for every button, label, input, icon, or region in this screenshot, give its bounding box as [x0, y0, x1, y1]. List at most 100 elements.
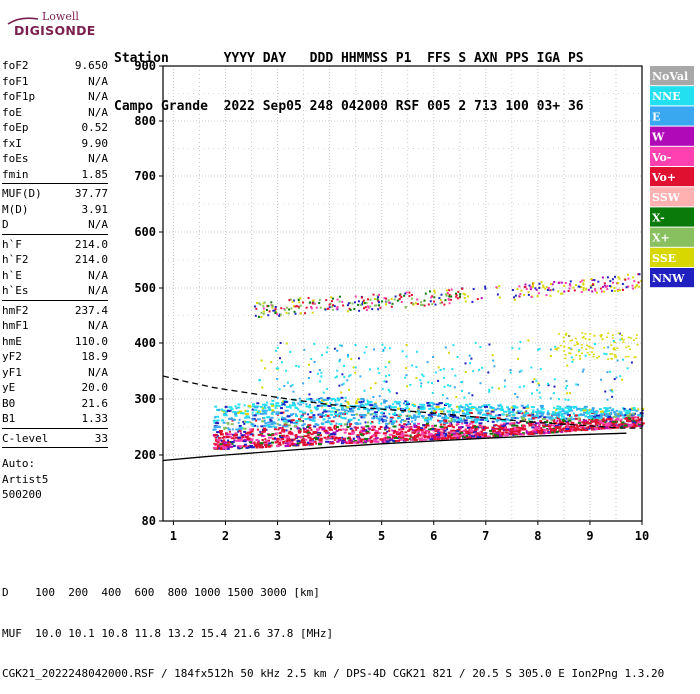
echo-point	[381, 418, 384, 421]
echo-point	[466, 434, 469, 437]
echo-point	[316, 433, 320, 436]
echo-point	[216, 441, 220, 444]
echo-point	[254, 406, 258, 409]
echo-point	[545, 425, 550, 428]
echo-point	[329, 442, 334, 445]
echo-point	[581, 332, 584, 334]
echo-point	[257, 410, 260, 413]
echo-point	[510, 422, 515, 425]
echo-point	[315, 398, 320, 401]
echo-point	[320, 401, 324, 404]
echo-point	[354, 405, 358, 408]
echo-point	[274, 441, 278, 444]
echo-point	[512, 410, 515, 413]
param-row: h`E N/A	[2, 268, 108, 284]
echo-point	[589, 286, 592, 289]
echo-point	[383, 409, 387, 411]
echo-point	[362, 414, 367, 416]
echo-point	[412, 429, 417, 432]
echo-point	[635, 337, 638, 340]
echo-point	[445, 402, 449, 405]
echo-point	[447, 420, 452, 423]
echo-point	[506, 406, 509, 409]
echo-point	[413, 422, 417, 425]
param-row: h`Es N/A	[2, 283, 108, 299]
echo-point	[473, 429, 477, 432]
echo-point	[384, 422, 389, 425]
echo-point	[603, 290, 606, 293]
echo-point	[338, 423, 343, 426]
echo-point	[404, 376, 407, 379]
echo-point	[272, 309, 275, 312]
echo-point	[451, 420, 455, 423]
echo-point	[500, 433, 505, 436]
echo-point	[470, 426, 475, 429]
echo-point	[230, 423, 234, 426]
echo-point	[381, 343, 384, 346]
echo-point	[392, 425, 397, 428]
echo-point	[242, 440, 247, 443]
echo-point	[452, 437, 455, 440]
echo-point	[427, 432, 432, 435]
legend-swatch	[650, 247, 694, 267]
echo-point	[235, 436, 238, 439]
echo-point	[223, 441, 227, 444]
echo-point	[464, 430, 467, 433]
echo-point	[295, 419, 300, 422]
echo-point	[235, 439, 240, 442]
echo-point	[278, 388, 281, 391]
echo-point	[517, 429, 521, 432]
echo-point	[331, 308, 334, 311]
echo-point	[559, 418, 564, 421]
echo-point	[641, 409, 644, 412]
echo-point	[593, 428, 596, 431]
echo-point	[255, 445, 258, 448]
echo-point	[591, 409, 595, 411]
echo-point	[405, 355, 408, 358]
echo-point	[259, 303, 262, 306]
echo-point	[610, 411, 613, 414]
echo-point	[556, 417, 560, 420]
echo-point	[584, 354, 587, 357]
echo-point	[529, 422, 533, 425]
echo-point	[313, 302, 316, 305]
echo-point	[535, 288, 538, 291]
echo-point	[296, 427, 301, 430]
echo-point	[518, 295, 521, 298]
param-value: 214.0	[74, 253, 108, 266]
echo-point	[635, 284, 638, 287]
echo-point	[422, 428, 426, 431]
echo-point	[554, 348, 557, 350]
echo-point	[257, 433, 262, 436]
legend-swatch	[650, 227, 694, 247]
echo-point	[404, 400, 408, 403]
echo-point	[289, 298, 292, 301]
echo-point	[322, 391, 325, 394]
echo-point	[637, 281, 640, 284]
echo-point	[546, 416, 550, 419]
echo-point	[263, 424, 267, 427]
echo-point	[292, 412, 295, 415]
echo-point	[346, 437, 350, 440]
echo-point	[498, 429, 502, 432]
param-value: 18.9	[81, 350, 109, 363]
echo-point	[244, 409, 247, 412]
echo-point	[497, 425, 502, 428]
echo-point	[366, 432, 369, 434]
echo-point	[466, 410, 469, 413]
echo-point	[425, 422, 429, 425]
echo-point	[359, 429, 363, 432]
echo-point	[334, 398, 336, 401]
echo-point	[384, 426, 389, 429]
echo-point	[255, 412, 260, 415]
echo-point	[262, 428, 265, 431]
echo-point	[330, 407, 334, 410]
echo-point	[347, 403, 350, 405]
echo-point	[244, 438, 249, 441]
echo-point	[274, 404, 279, 407]
echo-point	[213, 433, 218, 436]
echo-point	[610, 285, 613, 288]
echo-point	[338, 295, 341, 298]
echo-point	[506, 418, 509, 421]
echo-point	[536, 422, 540, 425]
